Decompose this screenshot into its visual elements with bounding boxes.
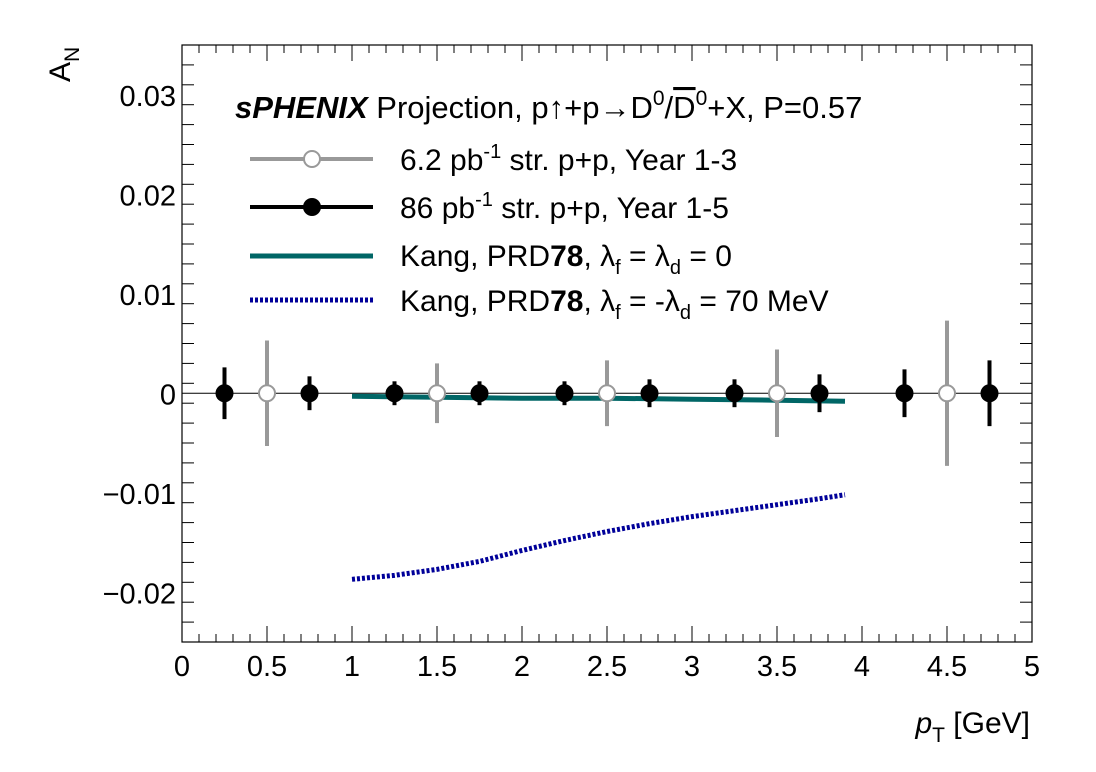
x-tick-label: 4 (854, 651, 870, 683)
legend-item-filled: 86 pb-1 str. p+p, Year 1-5 (250, 189, 729, 225)
y-tick-label: 0.01 (120, 280, 176, 312)
data-point-filled (895, 384, 914, 403)
data-point-open (428, 384, 446, 403)
x-tick-label: 2.5 (587, 651, 627, 683)
data-point-filled (300, 384, 319, 403)
data-points-group (215, 320, 999, 466)
x-axis-label: pT [GeV] (914, 707, 1030, 747)
x-tick-label: 3 (684, 651, 700, 683)
x-tick-label: 1 (344, 651, 360, 683)
legend-label-open: 6.2 pb-1 str. p+p, Year 1-3 (400, 141, 737, 177)
curve-kang70 (351, 492, 846, 582)
data-point-open (258, 384, 276, 403)
x-tick-label: 5 (1024, 651, 1040, 683)
y-tick-labels-group: −0.02 −0.01 0 0.01 0.02 0.03 (103, 81, 176, 611)
x-tick-label: 4.5 (927, 651, 967, 683)
data-point-open (768, 384, 786, 403)
legend-marker-open-circle (303, 150, 321, 168)
x-tick-label: 0.5 (247, 651, 287, 683)
y-tick-label: −0.01 (103, 479, 176, 511)
plot-frame (181, 44, 1033, 643)
data-point-filled (810, 384, 829, 403)
minor-ticks-group (182, 44, 1032, 643)
x-tick-labels-group: 0 0.5 1 1.5 2 2.5 3 3.5 4 4.5 5 (174, 651, 1040, 683)
dbar-letter: D (673, 90, 695, 125)
y-axis-label: AN (44, 47, 84, 82)
data-point-open (938, 384, 956, 403)
data-point-filled (385, 384, 404, 403)
data-point-filled (725, 384, 744, 403)
data-point-filled (470, 384, 489, 403)
y-tick-label: 0 (160, 379, 176, 411)
theory-curves-group (351, 393, 846, 582)
data-point-filled (640, 384, 659, 403)
x-tick-label: 2 (514, 651, 530, 683)
data-point-filled (980, 384, 999, 403)
x-tick-label: 3.5 (757, 651, 797, 683)
major-ticks-group (181, 45, 1033, 642)
legend: 6.2 pb-1 str. p+p, Year 1-3 86 pb-1 str.… (250, 141, 829, 324)
legend-item-kang-zero: Kang, PRD78, λf = λd = 0 (250, 240, 732, 279)
legend-item-kang-70: Kang, PRD78, λf = -λd = 70 MeV (250, 285, 829, 324)
data-point-open (598, 384, 616, 403)
data-point-filled (555, 384, 574, 403)
data-point-filled (215, 384, 234, 403)
legend-label-kang-70: Kang, PRD78, λf = -λd = 70 MeV (400, 285, 829, 324)
y-tick-label: 0.03 (120, 81, 176, 113)
legend-label-kang-zero: Kang, PRD78, λf = λd = 0 (400, 240, 732, 279)
legend-marker-filled-circle (303, 198, 321, 216)
plot-frame-group (181, 44, 1033, 643)
legend-label-filled: 86 pb-1 str. p+p, Year 1-5 (400, 189, 729, 225)
x-tick-label: 1.5 (417, 651, 457, 683)
x-tick-label: 0 (174, 651, 190, 683)
chart-title: sPHENIX Projection, p↑+p→D0/D0+X, P=0.57 (235, 87, 862, 125)
y-tick-label: 0.02 (120, 180, 176, 212)
legend-item-open: 6.2 pb-1 str. p+p, Year 1-3 (250, 141, 737, 177)
y-tick-label: −0.02 (103, 578, 176, 610)
